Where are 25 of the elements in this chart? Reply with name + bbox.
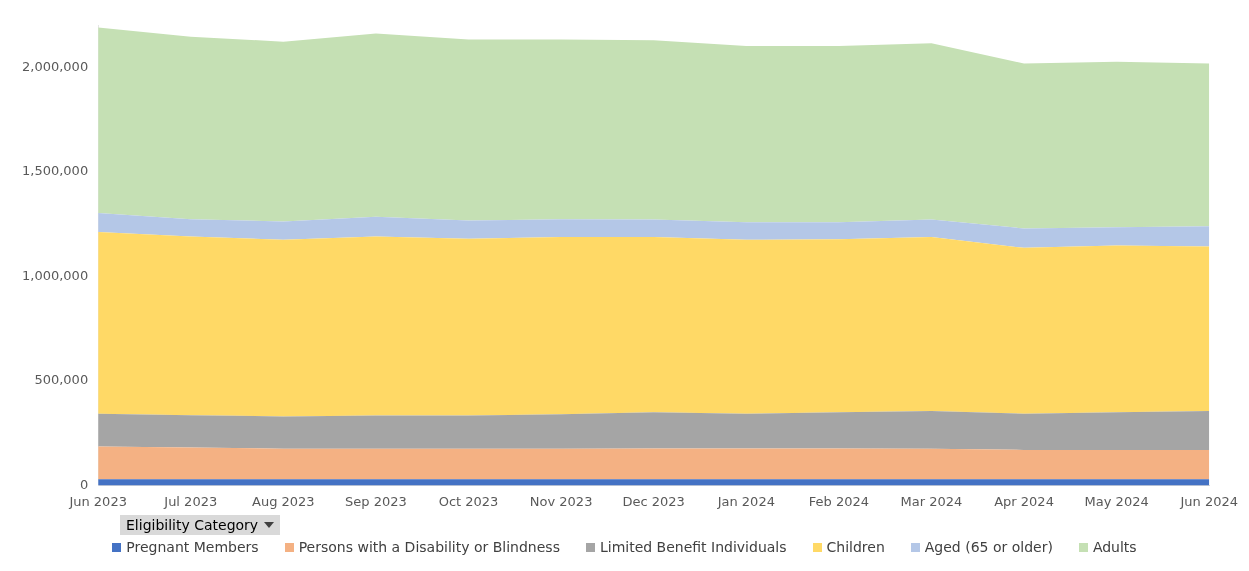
y-tick-label: 1,000,000 (21, 267, 89, 283)
legend-label: Pregnant Members (126, 539, 259, 555)
x-tick-label: Jan 2024 (716, 493, 775, 509)
x-tick-label: Dec 2023 (622, 493, 685, 509)
legend-label: Aged (65 or older) (924, 539, 1053, 555)
x-tick-label: Jun 2023 (68, 493, 127, 509)
x-tick-label: Apr 2024 (994, 493, 1054, 509)
legend-label: Children (826, 539, 885, 555)
x-tick-label: Mar 2024 (900, 493, 963, 509)
y-tick-label: 0 (79, 476, 89, 492)
y-tick-label: 1,500,000 (21, 163, 89, 179)
x-tick-label: Feb 2024 (808, 493, 869, 509)
x-tick-label: Aug 2023 (252, 493, 315, 509)
y-tick-label: 500,000 (34, 372, 89, 388)
x-tick-label: May 2024 (1084, 493, 1149, 509)
legend-label: Limited Benefit Individuals (599, 539, 787, 555)
x-tick-label: Oct 2023 (438, 493, 499, 509)
legend-title: Eligibility Category (126, 517, 259, 533)
legend-label: Persons with a Disability or Blindness (298, 539, 560, 555)
x-tick-label: Jun 2024 (1179, 493, 1238, 509)
x-tick-label: Jul 2023 (163, 493, 218, 509)
x-tick-label: Nov 2023 (529, 493, 593, 509)
x-tick-label: Sep 2023 (345, 493, 407, 509)
legend-label: Adults (1092, 539, 1137, 555)
y-tick-label: 2,000,000 (21, 58, 89, 74)
